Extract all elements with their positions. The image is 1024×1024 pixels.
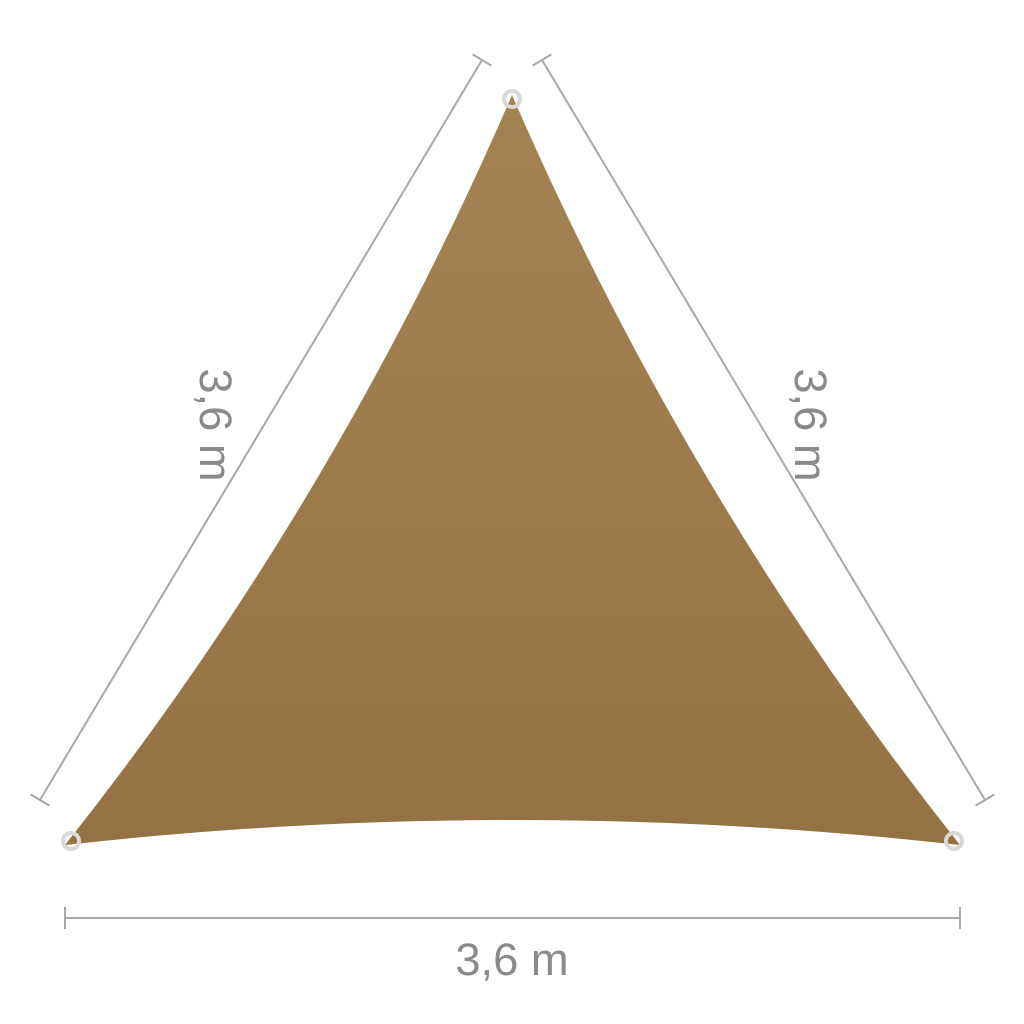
diagram-svg [0, 0, 1024, 1024]
dimension-label-right: 3,6 m [784, 368, 836, 481]
diagram-stage: 3,6 m 3,6 m 3,6 m [0, 0, 1024, 1024]
dimension-label-left: 3,6 m [189, 368, 241, 481]
dimension-label-bottom: 3,6 m [455, 934, 568, 986]
dimension-line-bottom [65, 907, 960, 929]
